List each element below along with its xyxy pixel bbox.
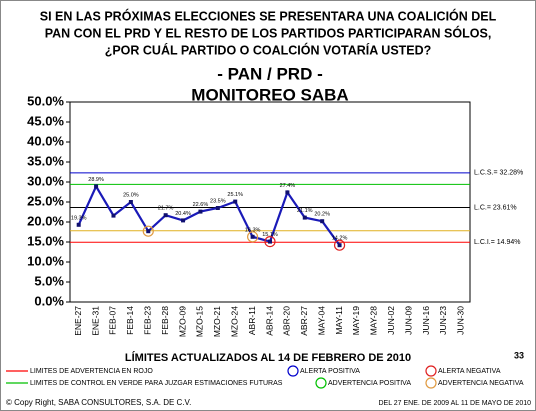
chart-title: ¿POR CUÁL PARTIDO O COALCIÓN VOTARÍA UST… — [105, 42, 432, 57]
x-tick-label: JUN-30 — [456, 306, 466, 335]
x-tick-label: FEB-23 — [143, 306, 153, 335]
reference-label: L.C.S.= 32.28% — [474, 170, 523, 177]
legend-circle — [287, 365, 299, 377]
highlight-circle — [142, 225, 154, 237]
x-tick-label: MZO-24 — [229, 306, 239, 337]
legend-label: ADVERTENCIA POSITIVA — [328, 380, 411, 387]
subtitle: - PAN / PRD - — [217, 64, 322, 83]
x-tick-label: ABR-20 — [282, 306, 292, 336]
data-label: 28.9% — [88, 177, 104, 183]
x-tick-label: ENE-27 — [73, 306, 83, 336]
data-label: 21.1% — [297, 208, 313, 214]
x-tick-label: FEB-07 — [108, 306, 118, 335]
data-label: 20.2% — [314, 212, 330, 218]
x-tick-label: ABR-11 — [247, 306, 257, 335]
data-point — [146, 229, 151, 234]
data-label: 19.3% — [71, 215, 87, 221]
legend-label: ALERTA POSITIVA — [300, 368, 360, 375]
y-tick-label: 0.0% — [34, 293, 64, 308]
legend-circle — [315, 377, 327, 389]
x-tick-label: FEB-28 — [160, 306, 170, 335]
data-point — [94, 184, 99, 189]
y-tick-label: 20.0% — [27, 213, 64, 228]
data-label: 25.0% — [123, 192, 139, 198]
y-tick-label: 40.0% — [27, 133, 64, 148]
chart-title: SI EN LAS PRÓXIMAS ELECCIONES SE PRESENT… — [40, 8, 497, 23]
subtitle: MONITOREO SABA — [191, 85, 348, 104]
data-label: 22.6% — [193, 202, 209, 208]
legend-label: ADVERTENCIA NEGATIVA — [438, 380, 524, 387]
data-point — [111, 213, 116, 218]
chart-title: PAN CON EL PRD Y EL RESTO DE LOS PARTIDO… — [45, 25, 492, 40]
x-tick-label: JUN-23 — [438, 306, 448, 335]
x-tick-label: MAY-19 — [351, 306, 361, 336]
reference-label: L.C.= 23.61% — [474, 204, 517, 211]
plot-area — [69, 101, 471, 303]
reference-label: L.C.I.= 14.94% — [474, 239, 521, 246]
x-tick-label: MAY-11 — [334, 306, 344, 335]
y-tick-label: 45.0% — [27, 113, 64, 128]
data-label: 14.2% — [332, 236, 348, 242]
x-tick-label: MZO-15 — [195, 306, 205, 337]
data-label: 23.5% — [210, 198, 226, 204]
data-label: 15.1% — [262, 232, 278, 238]
data-point — [233, 199, 238, 204]
x-tick-label: JUN-16 — [421, 306, 431, 335]
x-tick-label: MZO-21 — [212, 306, 222, 337]
data-label: 27.4% — [280, 183, 296, 189]
data-line — [77, 184, 341, 246]
x-tick-label: FEB-14 — [125, 306, 135, 335]
y-tick-label: 50.0% — [27, 93, 64, 108]
data-point — [76, 222, 81, 227]
data-point — [181, 218, 186, 223]
highlight-circle — [333, 239, 346, 251]
x-tick-label: ENE-31 — [90, 306, 100, 336]
data-point — [198, 209, 203, 214]
legend-circle — [425, 377, 437, 389]
legend-label: ALERTA NEGATIVA — [438, 368, 501, 375]
copyright: © Copy Right, SABA CONSULTORES, S.A. DE … — [6, 398, 191, 407]
data-point — [128, 200, 133, 204]
x-tick-label: MZO-09 — [177, 306, 187, 337]
data-point — [163, 213, 168, 218]
data-point — [285, 190, 290, 195]
data-point — [320, 219, 325, 224]
highlight-circle — [247, 231, 259, 243]
data-point — [215, 206, 220, 210]
x-tick-label: MAY-28 — [369, 306, 379, 336]
y-tick-label: 10.0% — [27, 253, 64, 268]
period: DEL 27 ENE. DE 2009 AL 11 DE MAYO DE 201… — [378, 400, 531, 407]
data-label: 25.1% — [227, 192, 243, 198]
data-point — [268, 239, 272, 244]
x-tick-label: ABR-14 — [264, 306, 274, 336]
data-point — [250, 234, 255, 239]
y-tick-label: 30.0% — [27, 173, 64, 188]
y-tick-label: 5.0% — [34, 273, 64, 288]
x-tick-label: MAY-04 — [316, 306, 326, 336]
note: LÍMITES ACTUALIZADOS AL 14 DE FEBRERO DE… — [125, 351, 411, 364]
y-tick-label: 35.0% — [27, 153, 64, 168]
data-point — [302, 215, 307, 220]
page-number: 33 — [514, 350, 524, 360]
data-label: 20.4% — [175, 211, 191, 217]
legend-label: LIMITES DE CONTROL EN VERDE PARA JUZGAR … — [30, 380, 283, 387]
x-tick-label: ABR-27 — [299, 306, 309, 336]
data-label: 21.7% — [158, 206, 174, 212]
highlight-circle — [264, 236, 276, 248]
x-tick-label: JUN-02 — [386, 306, 396, 335]
data-label: 16.3% — [245, 227, 261, 233]
data-point — [337, 243, 342, 248]
y-tick-label: 15.0% — [27, 233, 64, 248]
x-tick-label: JUN-09 — [403, 306, 413, 335]
y-tick-label: 25.0% — [27, 193, 64, 208]
legend-label: LIMITES DE ADVERTENCIA EN ROJO — [30, 368, 153, 375]
legend-circle — [425, 365, 437, 377]
